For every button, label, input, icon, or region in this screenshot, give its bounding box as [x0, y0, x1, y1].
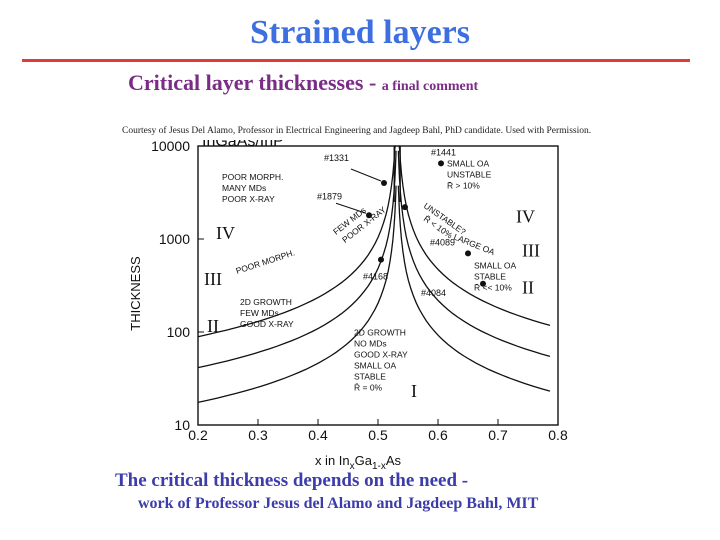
footer-line-1: The critical thickness depends on the ne…	[115, 470, 469, 491]
y-axis-label: THICKNESS	[128, 256, 143, 331]
annotation-poor-morph: POOR MORPH.	[222, 172, 283, 182]
annotation-small-oa-stable: SMALL OA	[474, 261, 517, 271]
x-axis-label-part: x	[350, 461, 355, 472]
annotation-poor-morph-diag: POOR MORPH.	[235, 247, 296, 275]
y-tick-label: 10000	[151, 140, 190, 154]
title-rule	[22, 59, 690, 62]
courtesy-note: Courtesy of Jesus Del Alamo, Professor i…	[122, 126, 592, 136]
region-label-right-iii: III	[522, 240, 540, 260]
critical-thickness-chart: 0.2 0.3 0.4 0.5 0.6 0.7 0.8 10 100 1000 10000 x in…	[128, 140, 568, 472]
data-point	[366, 212, 372, 219]
y-tick-label: 100	[167, 324, 191, 340]
annotation-small-oa-unstable: UNSTABLE	[447, 170, 492, 180]
curve-right-mid	[397, 150, 551, 358]
x-tick-label: 0.4	[308, 427, 328, 443]
annotation-2d-growth-left: FEW MDs	[240, 308, 279, 318]
curve-right-outer	[398, 145, 551, 327]
curve-right-inner	[397, 185, 551, 392]
region-label-right-iv: IV	[516, 207, 535, 227]
data-point-label: #4084	[421, 288, 446, 298]
annotation-2d-growth-left: GOOD X-RAY	[240, 319, 294, 329]
footer-line-2: work of Professor Jesus del Alamo and Ja…	[138, 495, 539, 512]
x-tick-label: 0.5	[368, 427, 388, 443]
x-tick-label: 0.3	[248, 427, 268, 443]
annotation-2d-growth-left: 2D GROWTH	[240, 297, 292, 307]
region-label-left-ii: II	[207, 316, 219, 336]
x-tick-label: 0.2	[188, 427, 208, 443]
curve-left-outer	[197, 145, 397, 338]
annotation-small-oa-stable: R̄ << 10%	[474, 283, 512, 293]
annotation-2d-growth-center: GOOD X-RAY	[354, 349, 408, 359]
annotation-2d-growth-center: 2D GROWTH	[354, 327, 406, 337]
data-point	[402, 204, 408, 211]
slide-title: Strained layers	[249, 14, 471, 51]
subtitle-main: Critical layer thicknesses -	[128, 70, 382, 95]
annotation-2d-growth-center: R̄ = 0%	[354, 382, 383, 392]
annotation-small-oa-stable: STABLE	[474, 272, 506, 282]
curve-left-mid	[197, 150, 397, 369]
x-axis-label-part: As	[386, 453, 402, 468]
x-tick-label: 0.6	[428, 427, 448, 443]
leader-line-1879	[335, 202, 367, 214]
slide-subtitle: Critical layer thicknesses - a final com…	[128, 70, 478, 96]
data-point-label: #1441	[431, 147, 456, 157]
curve-left-inner	[197, 185, 397, 404]
region-label-left-iii: III	[204, 269, 222, 289]
x-tick-label: 0.7	[488, 427, 508, 443]
data-point	[438, 160, 444, 167]
data-point-label: #1331	[324, 153, 349, 163]
annotation-2d-growth-center: STABLE	[354, 371, 386, 381]
x-tick-label: 0.8	[548, 427, 568, 443]
subtitle-small: a final comment	[381, 79, 479, 94]
data-point	[381, 180, 387, 187]
annotation-2d-growth-center: SMALL OA	[354, 360, 397, 370]
data-point	[465, 250, 471, 257]
annotation-2d-growth-center: NO MDs	[354, 338, 387, 348]
annotation-small-oa-unstable: SMALL OA	[447, 159, 490, 169]
data-point-label: #1879	[317, 191, 342, 201]
data-point	[480, 280, 486, 287]
y-tick-label: 10	[174, 417, 190, 433]
leader-line-1331	[350, 168, 382, 182]
data-point-label: #4089	[430, 237, 455, 247]
x-axis-label: x in InxGa1-xAs	[315, 453, 402, 472]
y-tick-label: 1000	[159, 231, 190, 247]
annotation-poor-morph: POOR X-RAY	[222, 194, 275, 204]
annotation-poor-morph: MANY MDs	[222, 183, 266, 193]
region-label-right-ii: II	[522, 277, 534, 297]
x-axis-label-part: x in In	[315, 453, 350, 468]
x-axis-label-part: Ga	[355, 453, 373, 468]
annotation-small-oa-unstable: R̄ > 10%	[447, 181, 480, 191]
data-point	[378, 256, 384, 263]
region-label-bottom-i: I	[411, 381, 417, 401]
x-axis-label-part: 1-x	[372, 461, 386, 472]
annotation-large-oa: LARGE OA	[452, 232, 496, 258]
critical-thickness-curves	[197, 145, 551, 404]
data-point-label: #4168	[363, 272, 388, 282]
region-label-left-iv: IV	[216, 223, 235, 243]
chart-system-label: InGaAs/InP	[202, 140, 284, 150]
